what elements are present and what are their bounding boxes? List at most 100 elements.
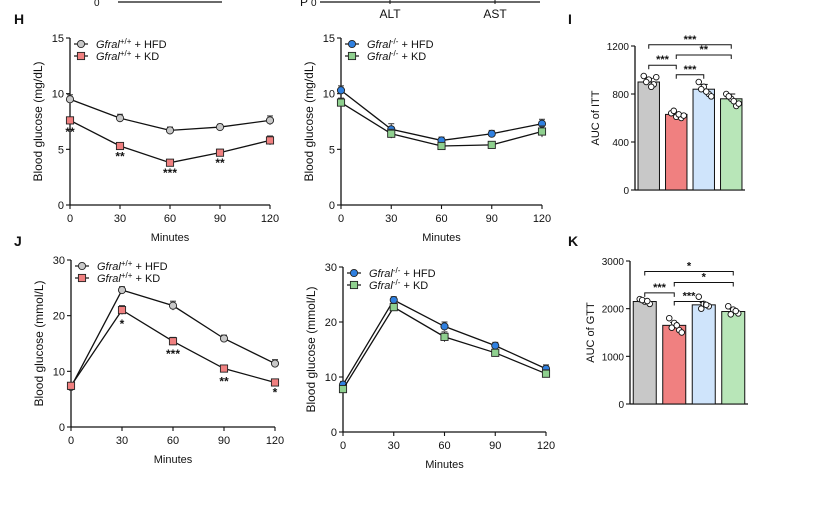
i-dot-3-5 (735, 100, 743, 107)
i-bracket-label-2: *** (656, 54, 670, 66)
k-dot-0-4 (644, 297, 651, 305)
j-right-xtick-label-4: 120 (537, 440, 555, 452)
k-ytick-label-2: 2000 (602, 305, 625, 316)
i-bracket-1 (675, 54, 732, 59)
h-right-series-1-legend-label-genotype: Gfral (367, 51, 391, 63)
j-left-series-0-legend-label-superscript: +/+ (121, 259, 133, 268)
h-left-xtick-label-2: 60 (164, 213, 176, 225)
j-left-series-0-legend-label-diet: + HFD (132, 261, 167, 273)
j-right-series-1-point-1 (389, 303, 398, 312)
k-dot-1-0 (666, 314, 673, 322)
i-dot-2-5 (708, 93, 715, 100)
h-right-ytick-label-1: 5 (329, 144, 335, 156)
j-right-xtick-label-2: 60 (438, 440, 450, 452)
j-left-series-1-legend-label: Gfral+/+ + KD (97, 271, 160, 285)
h-left-series-0-point-0 (65, 95, 75, 104)
h-right-series-0-legend-label-diet: + HFD (398, 39, 433, 51)
h-right-series-1-point-1 (387, 129, 396, 138)
chart-j-left: J 0 10 20 30 0 30 60 90 120 Minutes Blood glucose (… (14, 233, 284, 466)
k-bar-3 (721, 311, 746, 405)
i-bracket-0 (648, 44, 732, 49)
j-left-series-0-point-2 (168, 301, 178, 310)
h-left-series-0-legend-label-superscript: +/+ (120, 37, 132, 46)
j-left-series-1-point-2 (168, 337, 178, 346)
k-dot-3-3 (727, 311, 735, 318)
h-left-series-1-legend-label-superscript: +/+ (120, 49, 132, 58)
j-left-sig-0: * (120, 317, 125, 331)
h-right-series-0-point-3 (487, 129, 496, 138)
h-right-series-1-legend-label: Gfral-/- + KD (367, 49, 426, 63)
remnant-cut-letter: P (300, 0, 308, 9)
h-left-series-1-legend-label-diet: + KD (131, 51, 159, 63)
j-left-series-1-legend-label-genotype: Gfral (97, 273, 121, 285)
h-right-xtick-label-2: 60 (435, 213, 447, 225)
j-left-ytick-label-1: 10 (53, 366, 65, 378)
remnant-zero-right: 0 (311, 0, 317, 9)
j-right-series-0-legend-label-genotype: Gfral (369, 268, 393, 280)
h-left-series-1-legend-label-genotype: Gfral (96, 51, 120, 63)
j-left-xtick-label-1: 30 (116, 435, 128, 447)
j-left-sig-1: *** (166, 347, 180, 361)
j-right-series-0-point-2 (440, 322, 449, 331)
chart-j-right: 0 10 20 30 0 30 60 90 120 Minutes Blood glucose (m… (304, 262, 555, 471)
h-left-series-1-point-1 (115, 141, 125, 151)
j-left-xtick-label-0: 0 (68, 435, 74, 447)
h-right-series-0-line (340, 89, 543, 142)
h-left-x-label: Minutes (151, 232, 190, 244)
remnant-zero-left: 0 (94, 0, 100, 9)
k-bracket-2 (644, 292, 675, 297)
k-dot-1-4 (673, 322, 681, 329)
h-left-ytick-label-2: 10 (52, 89, 64, 101)
j-left-xtick-label-3: 90 (218, 435, 230, 447)
k-y-label: AUC of GTT (585, 302, 597, 363)
h-left-xtick-label-1: 30 (114, 213, 126, 225)
h-right-series-0-legend-label: Gfral-/- + HFD (367, 37, 434, 51)
j-right-series-0-point-1 (389, 295, 398, 305)
k-bar-0 (632, 301, 657, 405)
h-right-ytick-label-0: 0 (329, 200, 335, 212)
i-dot-0-5 (653, 73, 660, 81)
j-right-series-0-legend-label-superscript: -/- (393, 266, 401, 275)
k-dot-2-4 (703, 301, 710, 309)
j-right-series-1-point-2 (440, 332, 449, 341)
j-left-xtick-label-4: 120 (266, 435, 284, 447)
j-right-y-label: Blood glucose (mmol/L) (304, 286, 318, 412)
i-dot-0-0 (640, 72, 648, 80)
h-right-series-0-legend-marker (347, 39, 357, 49)
j-right-series-0-line (342, 299, 547, 386)
h-left-y-label: Blood glucose (mg/dL) (31, 61, 45, 181)
j-right-series-1-point-3 (491, 348, 500, 357)
panel-letter-k: K (568, 233, 578, 249)
i-dot-0-3 (643, 78, 650, 86)
j-left-series-1-legend-label-superscript: +/+ (121, 271, 133, 280)
i-bracket-3 (675, 74, 705, 79)
i-dot-0-4 (648, 83, 655, 91)
k-bracket-label-1: * (702, 271, 707, 283)
i-bracket-2 (648, 64, 677, 70)
k-bracket-3 (673, 301, 705, 306)
j-right-series-1-legend-marker (349, 280, 359, 290)
i-dot-3-3 (725, 93, 733, 100)
k-dot-1-5 (678, 329, 686, 336)
i-dot-2-4 (703, 88, 710, 95)
j-left-series-1-point-4 (270, 378, 280, 387)
j-left-series-0-point-4 (270, 359, 280, 368)
k-dot-3-0 (725, 303, 732, 310)
remnant-label-alt: ALT (379, 7, 401, 21)
j-right-xtick-label-3: 90 (489, 440, 501, 452)
top-remnant: 0 P 0 ALT AST (94, 0, 540, 21)
j-right-xtick-label-1: 30 (388, 440, 400, 452)
h-left-series-1-point-3 (215, 148, 225, 157)
j-left-series-0-legend-marker (77, 261, 87, 271)
h-left-series-1-legend-label: Gfral+/+ + KD (96, 49, 159, 63)
j-left-xtick-label-2: 60 (167, 435, 179, 447)
i-dot-2-3 (698, 85, 705, 93)
h-right-x-label: Minutes (422, 232, 461, 244)
h-right-xtick-label-4: 120 (533, 213, 551, 225)
k-bracket-1 (673, 281, 734, 287)
h-right-series-1-legend-label-superscript: -/- (391, 49, 399, 58)
chart-h-right: 0 5 10 15 0 30 60 90 120 Minutes Blood glucose (mg… (302, 33, 551, 244)
h-left-series-0-legend-label: Gfral+/+ + HFD (96, 37, 167, 51)
